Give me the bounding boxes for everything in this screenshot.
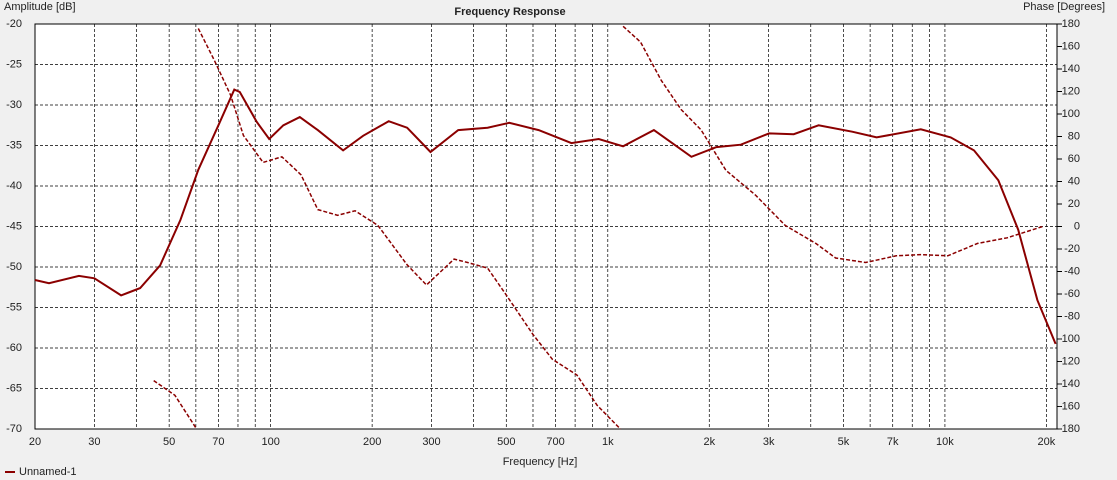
x-tick-label: 1k — [602, 436, 614, 448]
series-line — [34, 88, 1057, 345]
y2-tick-label: -140 — [1058, 378, 1080, 390]
y2-tick-label: 180 — [1062, 18, 1080, 30]
y-tick-label: -25 — [6, 58, 22, 70]
y2-tick-label: -120 — [1058, 355, 1080, 367]
y2-tick-label: 20 — [1068, 198, 1080, 210]
y2-tick-label: -20 — [1064, 243, 1080, 255]
x-tick-label: 500 — [497, 436, 515, 448]
y-tick-label: -35 — [6, 139, 22, 151]
y2-axis-label: Phase [Degrees] — [1023, 1, 1105, 13]
x-tick-label: 100 — [261, 436, 279, 448]
y-tick-label: -70 — [6, 423, 22, 435]
y-tick-label: -60 — [6, 342, 22, 354]
y2-tick-label: 140 — [1062, 63, 1080, 75]
y2-tick-label: 120 — [1062, 85, 1080, 97]
x-axis-label: Frequency [Hz] — [503, 456, 578, 468]
x-tick-label: 3k — [763, 436, 775, 448]
chart-title: Frequency Response — [454, 6, 565, 18]
y2-tick-label: -60 — [1064, 288, 1080, 300]
y2-tick-label: 160 — [1062, 40, 1080, 52]
y2-tick-label: 0 — [1074, 220, 1080, 232]
y-tick-label: -50 — [6, 261, 22, 273]
y-tick-label: -20 — [6, 18, 22, 30]
y-tick-label: -55 — [6, 301, 22, 313]
x-tick-label: 20 — [29, 436, 41, 448]
y-tick-label: -65 — [6, 382, 22, 394]
x-tick-label: 30 — [88, 436, 100, 448]
x-tick-label: 7k — [887, 436, 899, 448]
x-tick-label: 200 — [363, 436, 381, 448]
x-tick-label: 300 — [422, 436, 440, 448]
y2-tick-label: -40 — [1064, 265, 1080, 277]
x-tick-label: 50 — [163, 436, 175, 448]
y2-tick-label: 100 — [1062, 108, 1080, 120]
y-tick-label: -30 — [6, 99, 22, 111]
y2-tick-label: -180 — [1058, 423, 1080, 435]
y-axis-label: Amplitude [dB] — [4, 1, 76, 13]
legend-label: Unnamed-1 — [19, 466, 76, 478]
y-tick-label: -45 — [6, 220, 22, 232]
x-tick-label: 2k — [703, 436, 715, 448]
y2-tick-label: 80 — [1068, 130, 1080, 142]
y-tick-label: -40 — [6, 180, 22, 192]
x-tick-label: 10k — [936, 436, 954, 448]
y2-tick-label: -160 — [1058, 400, 1080, 412]
x-tick-label: 70 — [212, 436, 224, 448]
x-tick-label: 700 — [546, 436, 564, 448]
y2-tick-label: 40 — [1068, 175, 1080, 187]
y2-tick-label: -100 — [1058, 333, 1080, 345]
y2-tick-label: -80 — [1064, 310, 1080, 322]
x-tick-label: 20k — [1038, 436, 1056, 448]
series-line — [153, 25, 1043, 430]
y2-tick-label: 60 — [1068, 153, 1080, 165]
x-tick-label: 5k — [838, 436, 850, 448]
